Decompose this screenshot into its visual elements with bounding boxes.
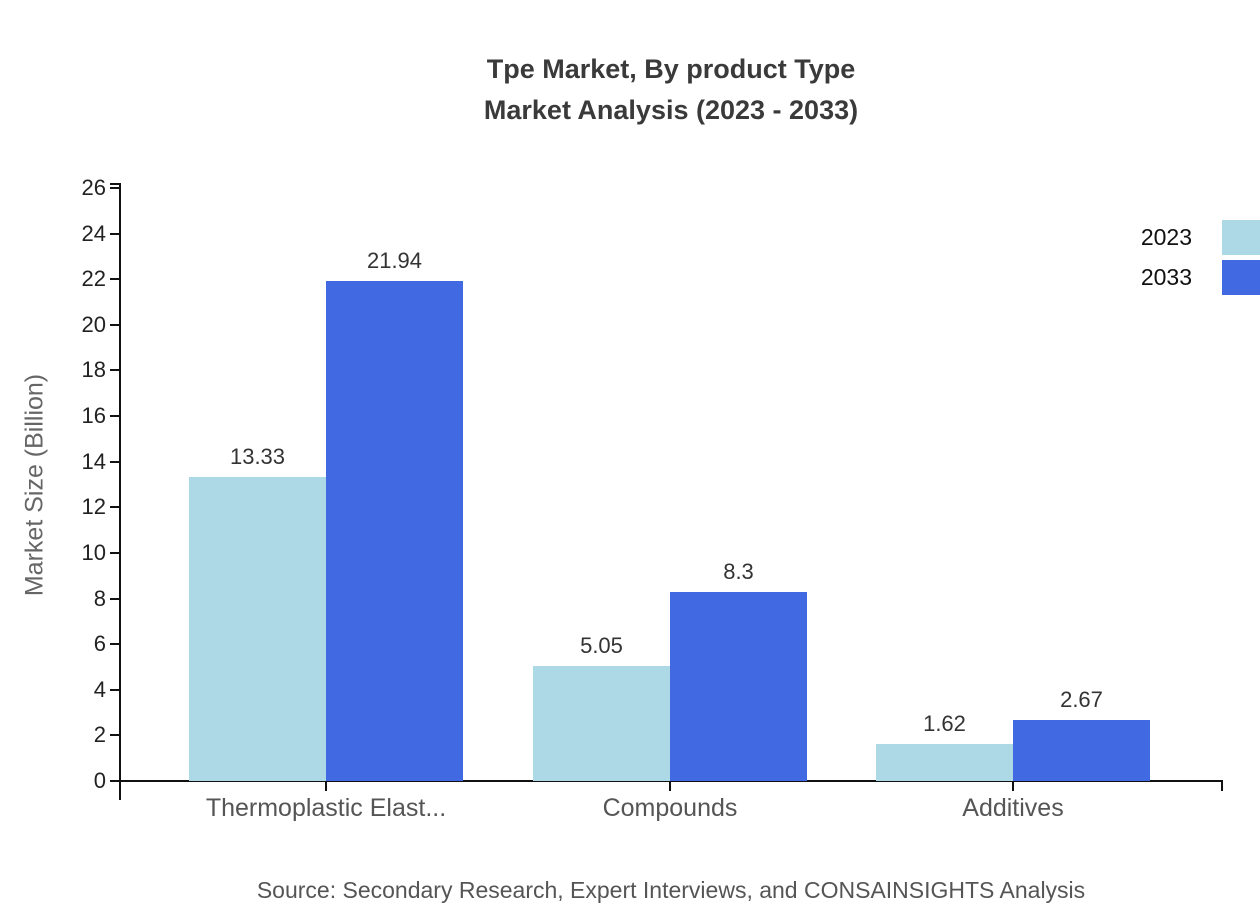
y-tick-6 — [110, 643, 119, 645]
legend-swatch-2023 — [1222, 220, 1260, 255]
bar-2033-compounds[interactable] — [670, 592, 807, 781]
category-label-compounds: Compounds — [602, 794, 738, 822]
y-axis-title: Market Size (Billion) — [20, 373, 49, 597]
legend-swatch-2033 — [1222, 260, 1260, 295]
y-tick-label-24: 24 — [81, 221, 106, 246]
value-label-2033-thermoplastic-elast: 21.94 — [366, 248, 423, 273]
bar-2023-additives[interactable] — [876, 744, 1013, 781]
x-axis-line — [119, 780, 1223, 782]
y-tick-label-4: 4 — [93, 677, 106, 702]
y-tick-26 — [110, 187, 119, 189]
y-tick-label-2: 2 — [93, 722, 106, 747]
category-label-thermoplastic-elast: Thermoplastic Elast... — [205, 794, 447, 822]
x-tick-thermoplastic-elast — [325, 781, 327, 791]
y-axis-line — [119, 183, 121, 800]
y-tick-label-6: 6 — [93, 631, 106, 656]
value-label-2023-compounds: 5.05 — [580, 633, 623, 658]
y-tick-24 — [110, 233, 119, 235]
y-tick-label-14: 14 — [81, 449, 106, 474]
y-tick-12 — [110, 506, 119, 508]
bar-2033-additives[interactable] — [1013, 720, 1150, 781]
y-tick-label-10: 10 — [81, 540, 106, 565]
value-label-2033-additives: 2.67 — [1060, 687, 1103, 712]
y-tick-label-0: 0 — [93, 768, 106, 793]
legend-label-2033: 2033 — [1140, 264, 1192, 290]
y-tick-22 — [110, 278, 119, 280]
chart-title: Tpe Market, By product Type Market Analy… — [120, 49, 1222, 131]
chart-title-line1: Tpe Market, By product Type — [486, 54, 856, 84]
y-tick-label-8: 8 — [93, 586, 106, 611]
value-label-2023-additives: 1.62 — [923, 711, 966, 736]
legend: 2023 2033 — [1141, 220, 1260, 300]
chart-title-line2: Market Analysis (2023 - 2033) — [483, 95, 859, 125]
y-tick-16 — [110, 415, 119, 417]
y-tick-label-16: 16 — [81, 403, 106, 428]
value-label-2023-thermoplastic-elast: 13.33 — [229, 444, 286, 469]
bar-2023-thermoplastic-elast[interactable] — [189, 477, 326, 781]
y-tick-label-26: 26 — [81, 175, 106, 200]
bar-2033-thermoplastic-elast[interactable] — [326, 281, 463, 781]
y-tick-label-20: 20 — [81, 312, 106, 337]
y-axis-endcap-tick — [110, 183, 119, 185]
legend-item-2023[interactable]: 2023 — [1141, 220, 1260, 255]
y-tick-0 — [110, 780, 119, 782]
y-tick-8 — [110, 598, 119, 600]
y-tick-2 — [110, 734, 119, 736]
x-tick-compounds — [669, 781, 671, 791]
legend-item-2033[interactable]: 2033 — [1141, 260, 1260, 295]
value-label-2033-compounds: 8.3 — [723, 559, 754, 584]
x-tick-additives — [1012, 781, 1014, 791]
y-tick-label-22: 22 — [81, 266, 106, 291]
legend-label-2023: 2023 — [1140, 224, 1192, 250]
y-tick-label-12: 12 — [81, 494, 106, 519]
y-tick-4 — [110, 689, 119, 691]
x-axis-end-tick — [1221, 781, 1223, 791]
y-tick-10 — [110, 552, 119, 554]
y-tick-18 — [110, 369, 119, 371]
source-note: Source: Secondary Research, Expert Inter… — [256, 877, 1086, 903]
y-tick-20 — [110, 324, 119, 326]
y-tick-label-18: 18 — [81, 357, 106, 382]
y-tick-14 — [110, 461, 119, 463]
bar-2023-compounds[interactable] — [533, 666, 670, 781]
category-label-additives: Additives — [962, 794, 1064, 822]
